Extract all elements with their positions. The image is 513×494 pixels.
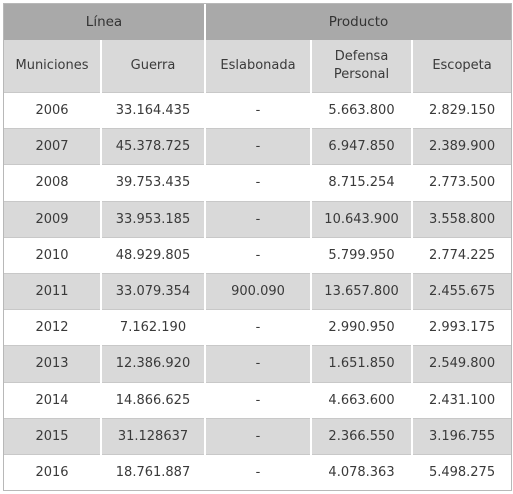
table-row: 2014 14.866.625-4.663.600 2.431.100: [4, 381, 512, 419]
value-cell: 33.164.435: [99, 91, 206, 129]
value-cell: 2.455.675: [411, 272, 512, 310]
value-cell: 4.078.363: [310, 453, 413, 491]
value-cell: 31.128637: [99, 417, 206, 455]
value-cell: -: [204, 381, 312, 419]
year-cell: 2009: [4, 200, 101, 238]
value-cell: 2.389.900: [411, 128, 512, 165]
value-cell: 2.773.500: [411, 164, 512, 202]
value-cell: 5.663.800: [310, 91, 413, 129]
value-cell: 7.162.190: [99, 309, 206, 346]
value-cell: 14.866.625: [99, 381, 206, 419]
year-cell: 2008: [4, 164, 101, 202]
table-row: 2008 39.753.435-8.715.254 2.773.500: [4, 164, 512, 202]
year-cell: 2010: [4, 236, 101, 274]
data-table: Línea Producto Municiones Guerra Eslabonad…: [4, 4, 512, 491]
table-row: 2010 48.929.805-5.799.950 2.774.225: [4, 236, 512, 274]
value-cell: 2.774.225: [411, 236, 512, 274]
column-header: Escopeta: [411, 40, 512, 93]
value-cell: 33.079.354: [99, 272, 206, 310]
value-cell: 900.090: [204, 272, 312, 310]
value-cell: 2.829.150: [411, 91, 512, 129]
table-row: 2006 33.164.435-5.663.800 2.829.150: [4, 91, 512, 129]
year-cell: 2016: [4, 453, 101, 491]
group-header: Producto: [204, 4, 512, 40]
value-cell: -: [204, 128, 312, 165]
year-cell: 2012: [4, 309, 101, 346]
value-cell: 3.196.755: [411, 417, 512, 455]
table-row: 2009 33.953.185-10.643.900 3.558.800: [4, 200, 512, 238]
value-cell: 2.549.800: [411, 345, 512, 382]
value-cell: 45.378.725: [99, 128, 206, 165]
value-cell: 12.386.920: [99, 345, 206, 382]
value-cell: 10.643.900: [310, 200, 413, 238]
year-cell: 2014: [4, 381, 101, 419]
group-header-row: Línea Producto: [4, 4, 512, 40]
group-header: Línea: [4, 4, 206, 40]
year-cell: 2006: [4, 91, 101, 129]
table-row: 2015 31.128637-2.366.550 3.196.755: [4, 417, 512, 455]
table-row: 2012 7.162.190-2.990.950 2.993.175: [4, 309, 512, 346]
value-cell: -: [204, 345, 312, 382]
value-cell: 6.947.850: [310, 128, 413, 165]
year-cell: 2011: [4, 272, 101, 310]
column-header-row: Municiones Guerra Eslabonada Defensa Person…: [4, 40, 512, 93]
value-cell: 48.929.805: [99, 236, 206, 274]
value-cell: -: [204, 164, 312, 202]
year-cell: 2015: [4, 417, 101, 455]
table-row: 2016 18.761.887-4.078.363 5.498.275: [4, 453, 512, 491]
value-cell: 13.657.800: [310, 272, 413, 310]
value-cell: 33.953.185: [99, 200, 206, 238]
table-row: 2007 45.378.725-6.947.850 2.389.900: [4, 128, 512, 165]
value-cell: -: [204, 91, 312, 129]
value-cell: 5.799.950: [310, 236, 413, 274]
value-cell: 18.761.887: [99, 453, 206, 491]
value-cell: 5.498.275: [411, 453, 512, 491]
value-cell: 3.558.800: [411, 200, 512, 238]
value-cell: 4.663.600: [310, 381, 413, 419]
value-cell: 2.366.550: [310, 417, 413, 455]
value-cell: 39.753.435: [99, 164, 206, 202]
table-row: 2011 33.079.354 900.090 13.657.800 2.455.675: [4, 272, 512, 310]
table-container: Línea Producto Municiones Guerra Eslabonad…: [3, 3, 512, 492]
value-cell: -: [204, 453, 312, 491]
value-cell: -: [204, 309, 312, 346]
value-cell: 2.431.100: [411, 381, 512, 419]
column-header: Eslabonada: [204, 40, 312, 93]
value-cell: -: [204, 417, 312, 455]
column-header: Defensa Personal: [310, 40, 413, 93]
column-header: Municiones: [4, 40, 101, 93]
value-cell: -: [204, 236, 312, 274]
table-row: 2013 12.386.920-1.651.850 2.549.800: [4, 345, 512, 382]
year-cell: 2007: [4, 128, 101, 165]
value-cell: 2.993.175: [411, 309, 512, 346]
value-cell: -: [204, 200, 312, 238]
value-cell: 1.651.850: [310, 345, 413, 382]
column-header: Guerra: [99, 40, 206, 93]
year-cell: 2013: [4, 345, 101, 382]
value-cell: 8.715.254: [310, 164, 413, 202]
value-cell: 2.990.950: [310, 309, 413, 346]
table-body: 2006 33.164.435-5.663.800 2.829.150 2007 45.…: [4, 91, 512, 491]
